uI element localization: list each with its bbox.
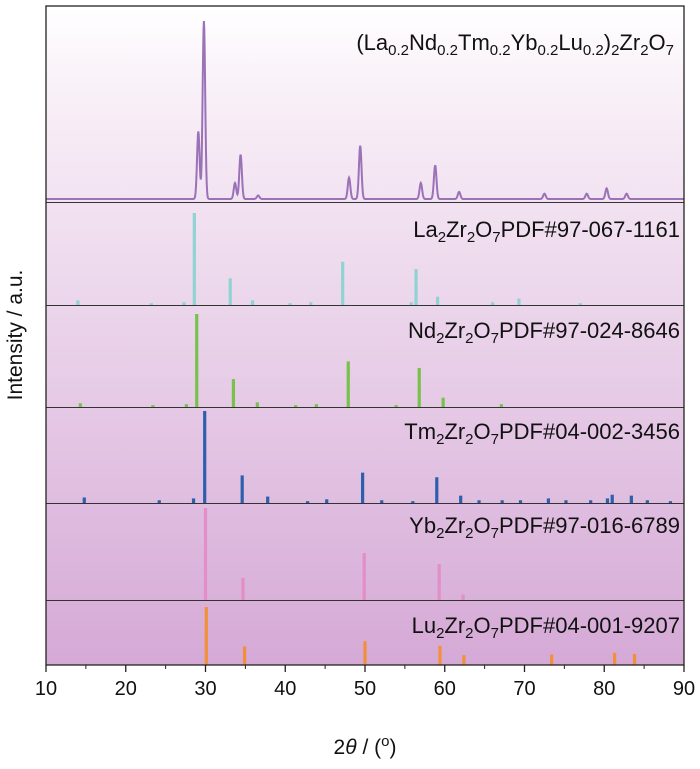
stick-2-11 xyxy=(441,397,445,407)
stick-1-9 xyxy=(409,302,413,305)
stick-3-8 xyxy=(361,472,365,503)
panel-label-text-1: La2Zr2O7PDF#97-067-1161 xyxy=(413,217,680,246)
stick-4-4 xyxy=(461,594,465,600)
stick-3-18 xyxy=(589,500,593,503)
stick-2-4 xyxy=(231,379,236,407)
stick-1-0 xyxy=(76,300,80,305)
panel-label-text-4: Yb2Zr2O7PDF#97-016-6789 xyxy=(409,513,680,542)
stick-5-4 xyxy=(462,655,466,665)
stick-2-12 xyxy=(499,404,503,407)
panel-5 xyxy=(204,607,637,665)
stick-3-9 xyxy=(380,500,384,503)
stick-5-6 xyxy=(613,652,617,665)
panel-label-text-0: (La0.2Nd0.2Tm0.2Yb0.2Lu0.2)2Zr2O7 xyxy=(356,30,674,59)
stick-3-6 xyxy=(305,501,310,503)
panel-label-text-5: Lu2Zr2O7PDF#04-001-9207 xyxy=(412,613,680,642)
stick-5-2 xyxy=(363,641,367,665)
stick-3-21 xyxy=(629,495,633,503)
stick-1-14 xyxy=(578,303,582,305)
panel-0 xyxy=(46,20,684,200)
stick-3-17 xyxy=(564,500,568,503)
stick-1-7 xyxy=(309,302,313,305)
stick-3-2 xyxy=(191,498,196,503)
y-axis-title: Intensity / a.u. xyxy=(4,270,27,401)
panel-1 xyxy=(76,213,582,305)
stick-3-5 xyxy=(266,496,270,503)
stick-2-5 xyxy=(255,402,259,407)
stick-2-3 xyxy=(195,314,199,407)
stick-3-16 xyxy=(546,498,551,503)
stick-3-23 xyxy=(668,501,673,503)
x-tick-label-2: 30 xyxy=(194,678,216,700)
stick-1-12 xyxy=(491,302,495,305)
panel-3 xyxy=(82,411,673,503)
panel-label-1: La2Zr2O7PDF#97-067-1161 xyxy=(413,217,680,246)
stick-3-3 xyxy=(203,411,207,503)
stick-3-12 xyxy=(459,495,463,503)
stick-1-1 xyxy=(149,303,153,305)
x-tick-label-0: 10 xyxy=(35,678,57,700)
stick-1-10 xyxy=(414,269,418,305)
panels-group xyxy=(46,20,684,665)
stick-5-5 xyxy=(550,654,554,665)
x-axis: 10 20 30 40 50 60 70 80 90 xyxy=(35,665,695,700)
stick-3-20 xyxy=(610,494,614,503)
panel-label-3: Tm2Zr2O7PDF#04-002-3456 xyxy=(404,419,680,448)
stick-4-0 xyxy=(203,508,208,600)
stick-4-3 xyxy=(437,564,441,600)
stick-3-19 xyxy=(605,498,610,503)
panel-4 xyxy=(203,508,465,600)
stick-1-13 xyxy=(517,298,521,305)
stick-3-0 xyxy=(82,497,86,503)
panel-separators xyxy=(46,202,684,601)
stick-1-4 xyxy=(228,278,232,305)
panel-label-text-3: Tm2Zr2O7PDF#04-002-3456 xyxy=(404,419,680,448)
stick-5-7 xyxy=(632,653,637,665)
x-tick-label-3: 40 xyxy=(274,678,296,700)
stick-2-2 xyxy=(184,404,188,407)
panel-label-5: Lu2Zr2O7PDF#04-001-9207 xyxy=(412,613,680,642)
stick-2-7 xyxy=(314,404,318,407)
stick-4-1 xyxy=(241,577,245,600)
x-tick-label-6: 70 xyxy=(513,678,535,700)
x-tick-label-7: 80 xyxy=(593,678,615,700)
stick-5-3 xyxy=(438,645,442,665)
stick-2-0 xyxy=(78,403,82,407)
pattern-line-0 xyxy=(46,20,684,200)
stick-2-9 xyxy=(394,405,398,407)
stick-1-8 xyxy=(341,261,345,305)
stick-3-1 xyxy=(157,500,161,503)
stick-3-11 xyxy=(435,477,439,503)
stick-2-6 xyxy=(294,405,298,407)
stick-5-1 xyxy=(242,646,247,665)
stick-1-2 xyxy=(182,302,186,305)
stick-3-4 xyxy=(240,475,244,503)
stick-3-14 xyxy=(500,500,504,503)
stick-3-13 xyxy=(477,500,481,503)
stick-5-0 xyxy=(204,607,208,665)
stick-3-10 xyxy=(411,501,415,503)
panel-2 xyxy=(78,314,503,407)
stick-2-10 xyxy=(417,367,421,407)
panel-label-4: Yb2Zr2O7PDF#97-016-6789 xyxy=(409,513,680,542)
x-axis-title: 2θ / (o) xyxy=(334,733,397,759)
stick-3-15 xyxy=(518,500,523,503)
panel-label-text-2: Nd2Zr2O7PDF#97-024-8646 xyxy=(408,318,680,347)
stick-1-5 xyxy=(250,300,255,305)
x-tick-label-5: 60 xyxy=(434,678,456,700)
x-tick-label-4: 50 xyxy=(354,678,376,700)
stick-1-3 xyxy=(192,213,196,305)
stick-3-7 xyxy=(325,499,329,503)
x-tick-label-8: 90 xyxy=(673,678,695,700)
panel-label-0: (La0.2Nd0.2Tm0.2Yb0.2Lu0.2)2Zr2O7 xyxy=(356,30,674,59)
stick-2-1 xyxy=(151,405,155,407)
stick-1-11 xyxy=(435,296,440,305)
x-tick-label-1: 20 xyxy=(115,678,137,700)
stick-2-8 xyxy=(346,361,350,407)
stick-3-22 xyxy=(645,500,649,503)
panel-label-2: Nd2Zr2O7PDF#97-024-8646 xyxy=(408,318,680,347)
stick-1-6 xyxy=(288,303,292,305)
stick-4-2 xyxy=(362,553,366,600)
